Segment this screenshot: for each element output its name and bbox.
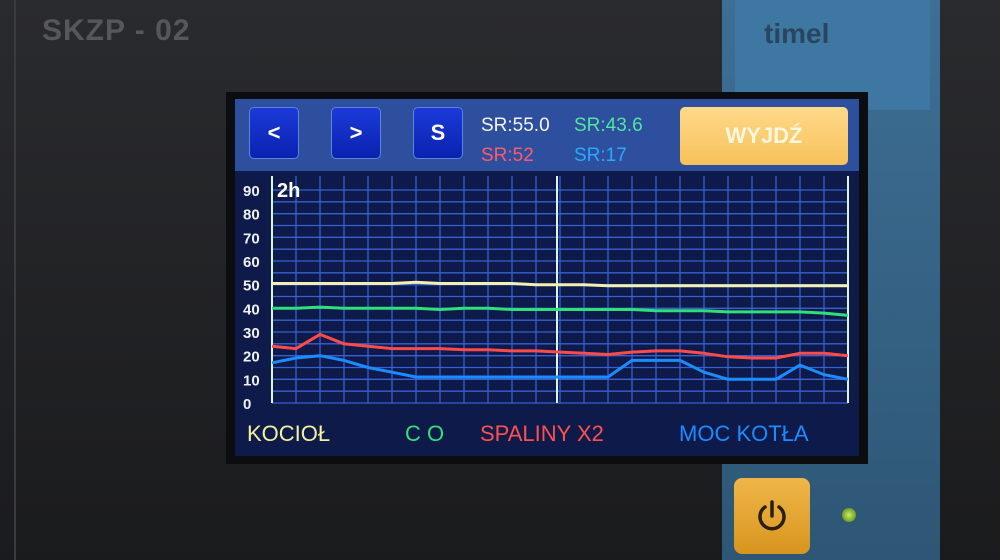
exit-button[interactable]: WYJDŹ: [680, 107, 848, 165]
y-tick-label: 0: [243, 396, 251, 413]
avg-moc: SR:17: [574, 145, 627, 166]
y-tick-label: 50: [243, 278, 260, 295]
legend-kociol: KOCIOŁ: [247, 421, 331, 446]
avg-spaliny: SR:52: [481, 145, 534, 166]
y-tick-label: 70: [243, 230, 260, 247]
status-led: [842, 508, 856, 522]
series-co: [272, 305, 849, 317]
prev-button[interactable]: <: [249, 107, 299, 159]
power-button[interactable]: [734, 478, 810, 554]
y-tick-label: 90: [243, 183, 260, 200]
toolbar: < > S SR:55.0 SR:43.6 SR:52 SR:17 WYJDŹ: [235, 99, 859, 171]
avg-co: SR:43.6: [574, 115, 643, 136]
next-button[interactable]: >: [331, 107, 381, 159]
y-tick-label: 30: [243, 325, 260, 342]
power-icon: [758, 500, 786, 531]
series-spaliny: [271, 332, 849, 360]
y-tick-label: 60: [243, 254, 260, 271]
legend-co: C O: [405, 421, 445, 446]
y-tick-label: 40: [243, 301, 260, 318]
history-chart: 0 10 20 30 40 50 60 70 80 90 2h: [243, 176, 849, 413]
legend-spaliny: SPALINY X2: [480, 421, 604, 446]
legend-moc: MOC KOTŁA: [679, 421, 809, 446]
avg-kociol: SR:55.0: [481, 115, 550, 136]
device-model-label: SKZP - 02: [42, 14, 191, 47]
brand-logo: timel: [764, 18, 830, 49]
s-button[interactable]: S: [413, 107, 463, 159]
series-moc: [271, 354, 849, 381]
touch-screen: < > S SR:55.0 SR:43.6 SR:52 SR:17 WYJDŹ …: [235, 99, 859, 456]
series-kociol: [272, 280, 848, 288]
period-label: 2h: [277, 180, 300, 202]
y-tick-label: 80: [243, 207, 260, 224]
brand-plate: [735, 0, 930, 110]
housing-edge: [14, 0, 16, 560]
y-tick-label: 10: [243, 372, 260, 389]
y-tick-label: 20: [243, 349, 260, 366]
